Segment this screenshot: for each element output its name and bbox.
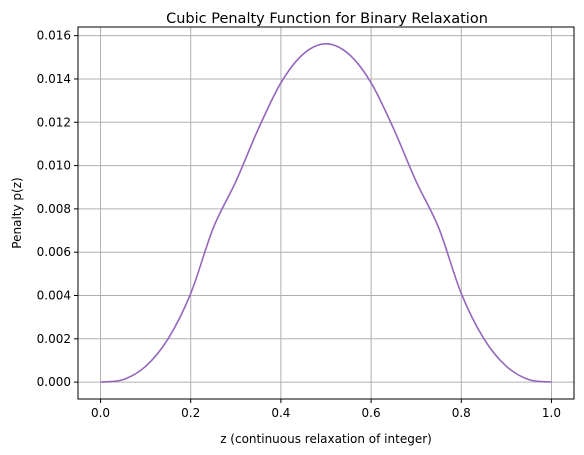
plot-area xyxy=(100,42,552,383)
x-tick-label: 0.4 xyxy=(271,406,290,420)
x-tick-label: 0.0 xyxy=(91,406,110,420)
x-tick-label: 0.6 xyxy=(362,406,381,420)
x-axis-label: z (continuous relaxation of integer) xyxy=(220,432,432,446)
y-tick-label: 0.016 xyxy=(37,29,71,43)
x-tick-label: 1.0 xyxy=(542,406,561,420)
grid xyxy=(78,27,574,399)
y-tick-label: 0.000 xyxy=(37,375,71,389)
y-tick-label: 0.010 xyxy=(37,159,71,173)
y-axis: 0.000 0.002 0.004 0.006 0.008 0.010 0.012 0.014… xyxy=(37,29,78,389)
chart-title: Cubic Penalty Function for Binary Relaxa… xyxy=(166,11,488,27)
y-tick-label: 0.008 xyxy=(37,202,71,216)
y-tick-label: 0.014 xyxy=(37,72,71,86)
y-tick-label: 0.002 xyxy=(37,332,71,346)
y-tick-label: 0.006 xyxy=(37,245,71,259)
x-tick-label: 0.2 xyxy=(181,406,200,420)
y-axis-label: Penalty p(z) xyxy=(10,177,24,248)
penalty-curve xyxy=(100,42,552,383)
x-axis: 0.0 0.2 0.4 0.6 0.8 1.0 xyxy=(91,399,561,420)
y-tick-label: 0.012 xyxy=(37,115,71,129)
y-tick-label: 0.004 xyxy=(37,288,71,302)
plot-frame xyxy=(77,26,575,400)
x-tick-label: 0.8 xyxy=(452,406,471,420)
